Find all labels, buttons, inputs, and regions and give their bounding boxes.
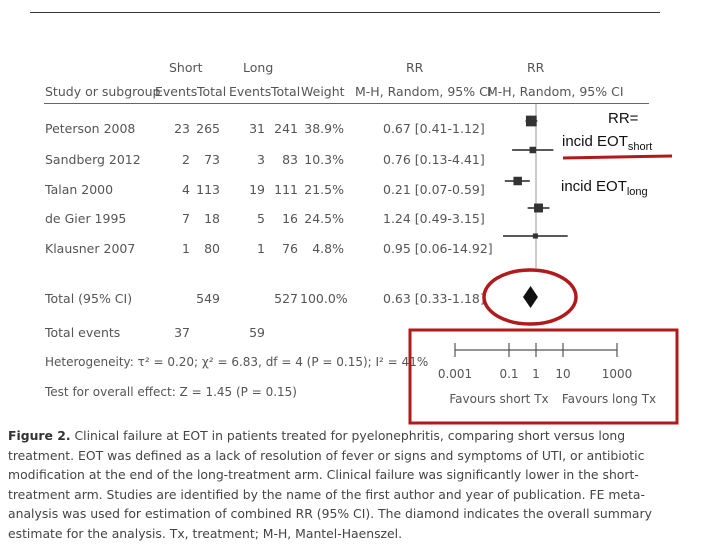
total-events-long: 59 xyxy=(249,325,265,340)
short-total: 113 xyxy=(196,182,220,197)
callout-numerator: incid EOTshort xyxy=(562,133,652,153)
weight-value: 10.3% xyxy=(304,152,344,167)
weight-value: 4.8% xyxy=(312,241,344,256)
plot-rr-header: RR xyxy=(527,60,545,75)
long-total: 241 xyxy=(274,121,298,136)
header-rule xyxy=(44,103,649,104)
x-tick-label: 0.001 xyxy=(438,367,472,381)
long-total: 16 xyxy=(282,211,298,226)
callout-denominator-sub: long xyxy=(626,186,648,198)
total-long: 527 xyxy=(274,291,298,306)
rr-method-header: M-H, Random, 95% CI xyxy=(355,84,492,99)
favours-long-label: Favours long Tx xyxy=(562,392,656,406)
long-total: 76 xyxy=(282,241,298,256)
short-group-header: Short xyxy=(169,60,203,75)
total-events-short: 37 xyxy=(174,325,190,340)
study-name: Talan 2000 xyxy=(45,182,114,197)
weight-header: Weight xyxy=(301,84,345,99)
overall-effect-stat: Test for overall effect: Z = 1.45 (P = 0… xyxy=(45,385,297,399)
figure-caption: Figure 2. Clinical failure at EOT in pat… xyxy=(8,426,688,544)
weight-value: 21.5% xyxy=(304,182,344,197)
long-total: 83 xyxy=(282,152,298,167)
short-total-header: Total xyxy=(197,84,227,99)
rr-header: RR xyxy=(406,60,424,75)
callout-denominator-text: incid EOT xyxy=(561,178,627,195)
study-point xyxy=(534,203,543,213)
study-point xyxy=(529,146,537,154)
heterogeneity-stat: Heterogeneity: τ² = 0.20; χ² = 6.83, df … xyxy=(45,355,429,369)
pooled-highlight-circle xyxy=(482,268,578,326)
plot-rr-method-header: M-H, Random, 95% CI xyxy=(487,84,624,99)
long-events: 1 xyxy=(257,241,265,256)
weight-value: 38.9% xyxy=(304,121,344,136)
short-events: 4 xyxy=(182,182,190,197)
caption-text: Clinical failure at EOT in patients trea… xyxy=(8,428,652,541)
short-events: 2 xyxy=(182,152,190,167)
long-total: 111 xyxy=(274,182,298,197)
long-events: 3 xyxy=(257,152,265,167)
long-events: 19 xyxy=(249,182,265,197)
study-name: Peterson 2008 xyxy=(45,121,136,136)
x-tick-label: 1 xyxy=(532,367,540,381)
long-events-header: Events xyxy=(229,84,272,99)
short-events: 1 xyxy=(182,241,190,256)
study-point xyxy=(525,115,537,127)
study-point xyxy=(532,233,538,239)
callout-numerator-sub: short xyxy=(627,141,653,153)
axis-highlight-box xyxy=(408,328,679,425)
rr-ci-value: 0.21 [0.07-0.59] xyxy=(383,182,485,197)
favours-short-label: Favours short Tx xyxy=(449,392,548,406)
callout-numerator-text: incid EOT xyxy=(562,133,628,150)
total-short: 549 xyxy=(196,291,220,306)
top-rule xyxy=(30,12,660,13)
rr-ci-value: 0.67 [0.41-1.12] xyxy=(383,121,485,136)
rr-ci-value: 0.95 [0.06-14.92] xyxy=(383,241,493,256)
fraction-bar xyxy=(562,154,673,160)
short-total: 73 xyxy=(204,152,220,167)
short-total: 18 xyxy=(204,211,220,226)
total-events-label: Total events xyxy=(45,325,121,340)
pooled-diamond xyxy=(522,286,538,308)
long-group-header: Long xyxy=(243,60,274,75)
weight-value: 24.5% xyxy=(304,211,344,226)
short-events: 7 xyxy=(182,211,190,226)
callout-rr: RR= xyxy=(608,110,639,127)
study-name: Sandberg 2012 xyxy=(45,152,141,167)
total-weight: 100.0% xyxy=(300,291,348,306)
caption-label: Figure 2. xyxy=(8,428,71,443)
total-label: Total (95% CI) xyxy=(45,291,133,306)
study-column-header: Study or subgroup xyxy=(45,84,161,99)
short-events-header: Events xyxy=(155,84,198,99)
long-events: 5 xyxy=(257,211,265,226)
study-name: de Gier 1995 xyxy=(45,211,127,226)
rr-ci-value: 1.24 [0.49-3.15] xyxy=(383,211,485,226)
callout-denominator: incid EOTlong xyxy=(561,178,648,198)
short-total: 265 xyxy=(196,121,220,136)
long-total-header: Total xyxy=(271,84,301,99)
x-tick-label: 1000 xyxy=(602,367,633,381)
study-point xyxy=(513,176,522,186)
long-events: 31 xyxy=(249,121,265,136)
total-rr-ci: 0.63 [0.33-1.18] xyxy=(383,291,485,306)
short-total: 80 xyxy=(204,241,220,256)
rr-ci-value: 0.76 [0.13-4.41] xyxy=(383,152,485,167)
x-tick-label: 10 xyxy=(555,367,570,381)
study-name: Klausner 2007 xyxy=(45,241,136,256)
x-tick-label: 0.1 xyxy=(499,367,518,381)
short-events: 23 xyxy=(174,121,190,136)
